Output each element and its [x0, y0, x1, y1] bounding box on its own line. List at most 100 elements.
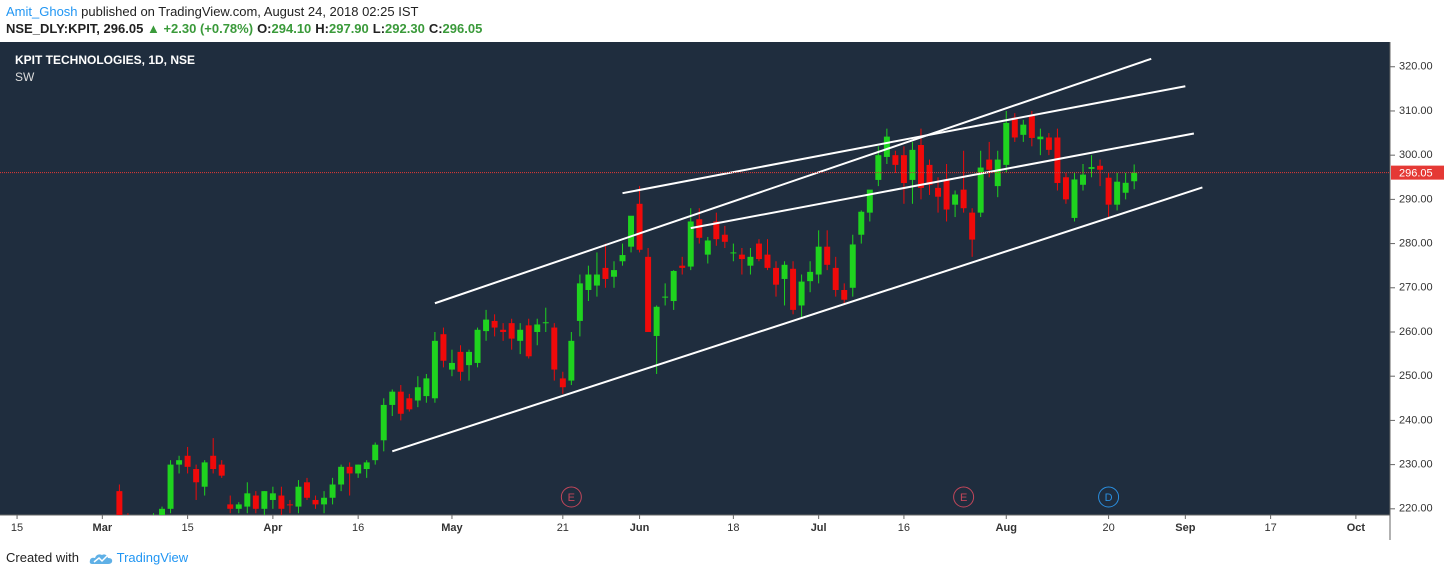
candle-body [312, 499, 319, 505]
trend-line [690, 132, 1195, 230]
ohlc-key: O: [257, 21, 272, 36]
candle-body [1114, 181, 1121, 205]
candle-body [824, 246, 831, 265]
ohlc-value: 292.30 [385, 21, 425, 36]
candle-body [602, 267, 609, 279]
candle-body [628, 215, 635, 247]
candle-body [849, 244, 856, 288]
candle-body [747, 256, 754, 266]
price-label-box [1391, 165, 1444, 180]
candle-body [807, 271, 814, 282]
event-label: E [568, 492, 575, 504]
candle-body [755, 243, 762, 260]
candle-body [517, 329, 524, 341]
ohlc: O:294.10 H:297.90 L:292.30 C:296.05 [253, 21, 482, 36]
candle-body [593, 274, 600, 286]
candle-body [397, 391, 404, 414]
trend-line [391, 186, 1203, 453]
x-tick-label: Jul [811, 522, 827, 534]
candle-body [1003, 122, 1010, 165]
candle-body [355, 464, 362, 474]
brand[interactable]: TradingView [116, 550, 189, 565]
candle-body [952, 194, 959, 205]
candle-body [1080, 174, 1086, 185]
arrow: ▲ [146, 21, 160, 36]
candle-body [832, 267, 839, 290]
candle-body [1071, 179, 1078, 218]
y-tick-label: 300.00 [1399, 149, 1433, 161]
candle-body [883, 136, 890, 157]
candle-body [252, 495, 259, 509]
candle-body [167, 464, 174, 509]
candle-body [969, 212, 976, 240]
candle-body [909, 149, 916, 180]
author[interactable]: Amit_Ghosh [6, 4, 78, 19]
candle-body [875, 155, 882, 180]
candle-body [542, 322, 549, 324]
candle-body [781, 264, 788, 279]
candle-body [261, 491, 268, 509]
candle-body [295, 486, 302, 507]
candle-body [346, 466, 353, 474]
y-tick-label: 250.00 [1399, 370, 1433, 382]
candle-body [858, 211, 865, 235]
y-tick-label: 240.00 [1399, 414, 1433, 426]
candle-body [483, 319, 490, 332]
y-tick-label: 270.00 [1399, 282, 1433, 294]
candle-body [1097, 165, 1104, 170]
candle-body [773, 267, 779, 285]
x-tick-label: 20 [1102, 522, 1114, 534]
candle-body [696, 219, 703, 238]
price-label: 296.05 [1399, 168, 1433, 180]
ohlc-key: L: [372, 21, 386, 36]
candle-body [994, 159, 1001, 187]
candle-body [423, 378, 430, 397]
candle-body [440, 334, 447, 361]
candle-body [730, 252, 737, 254]
header-line: Amit_Ghosh published on TradingView.com,… [6, 4, 418, 19]
candle-body [738, 254, 745, 260]
candle-body [900, 155, 907, 184]
candle-body [193, 469, 200, 483]
candle-body [670, 270, 677, 302]
candle-body [935, 187, 942, 197]
candle-body [244, 493, 251, 507]
x-tick-label: May [441, 522, 463, 534]
candle-body [1054, 137, 1061, 184]
candle-body [790, 268, 797, 310]
candle-body [363, 462, 370, 470]
candle-body [662, 296, 669, 298]
candle-body [1028, 115, 1035, 138]
candle-body [380, 404, 387, 441]
candle-body [721, 234, 728, 242]
x-tick-label: 18 [727, 522, 739, 534]
symbol: NSE_DLY:KPIT, [6, 21, 100, 36]
candle-body [892, 155, 899, 165]
candle-body [159, 508, 166, 515]
y-tick-label: 310.00 [1399, 105, 1433, 117]
x-tick-label: 16 [352, 522, 364, 534]
candle-body [431, 340, 438, 399]
candle-body [687, 221, 694, 267]
candle-body [116, 491, 123, 515]
candle-body [977, 167, 984, 213]
candle-body [1062, 177, 1069, 200]
candle-body [576, 283, 583, 321]
ohlc-value: 294.10 [271, 21, 312, 36]
plot-background [0, 42, 1390, 515]
candle-body [653, 306, 660, 336]
candle-body [457, 351, 464, 372]
candle-body [1011, 117, 1018, 138]
quote-line: NSE_DLY:KPIT, 296.05 ▲ +2.30 (+0.78%) O:2… [6, 21, 482, 36]
candle-body [466, 351, 473, 366]
event-marker [1098, 486, 1120, 508]
event-marker [560, 486, 582, 508]
y-tick-label: 280.00 [1399, 237, 1433, 249]
candle-body [210, 455, 217, 470]
candle-body [559, 378, 566, 388]
candle-body [704, 240, 711, 255]
candle-body [679, 265, 686, 268]
y-tick-label: 320.00 [1399, 61, 1433, 73]
